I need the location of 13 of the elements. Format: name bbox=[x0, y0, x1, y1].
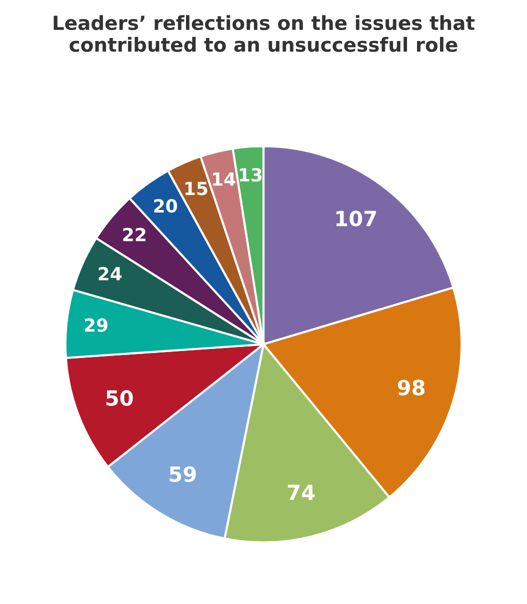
data-label: 22 bbox=[123, 228, 146, 242]
data-label: 98 bbox=[398, 380, 424, 396]
data-label: 59 bbox=[170, 466, 196, 482]
data-label: 14 bbox=[213, 172, 236, 186]
data-label: 29 bbox=[84, 318, 108, 332]
data-label: 107 bbox=[336, 210, 376, 226]
data-label: 15 bbox=[185, 182, 208, 196]
chart-title: Leaders’ reflections on the issues that contributed to an unsuccessful role bbox=[54, 15, 475, 52]
data-label: 20 bbox=[154, 199, 178, 213]
data-label: 13 bbox=[240, 168, 262, 182]
data-label: 24 bbox=[98, 266, 122, 280]
data-label: 74 bbox=[288, 484, 315, 500]
data-label: 50 bbox=[106, 390, 133, 406]
